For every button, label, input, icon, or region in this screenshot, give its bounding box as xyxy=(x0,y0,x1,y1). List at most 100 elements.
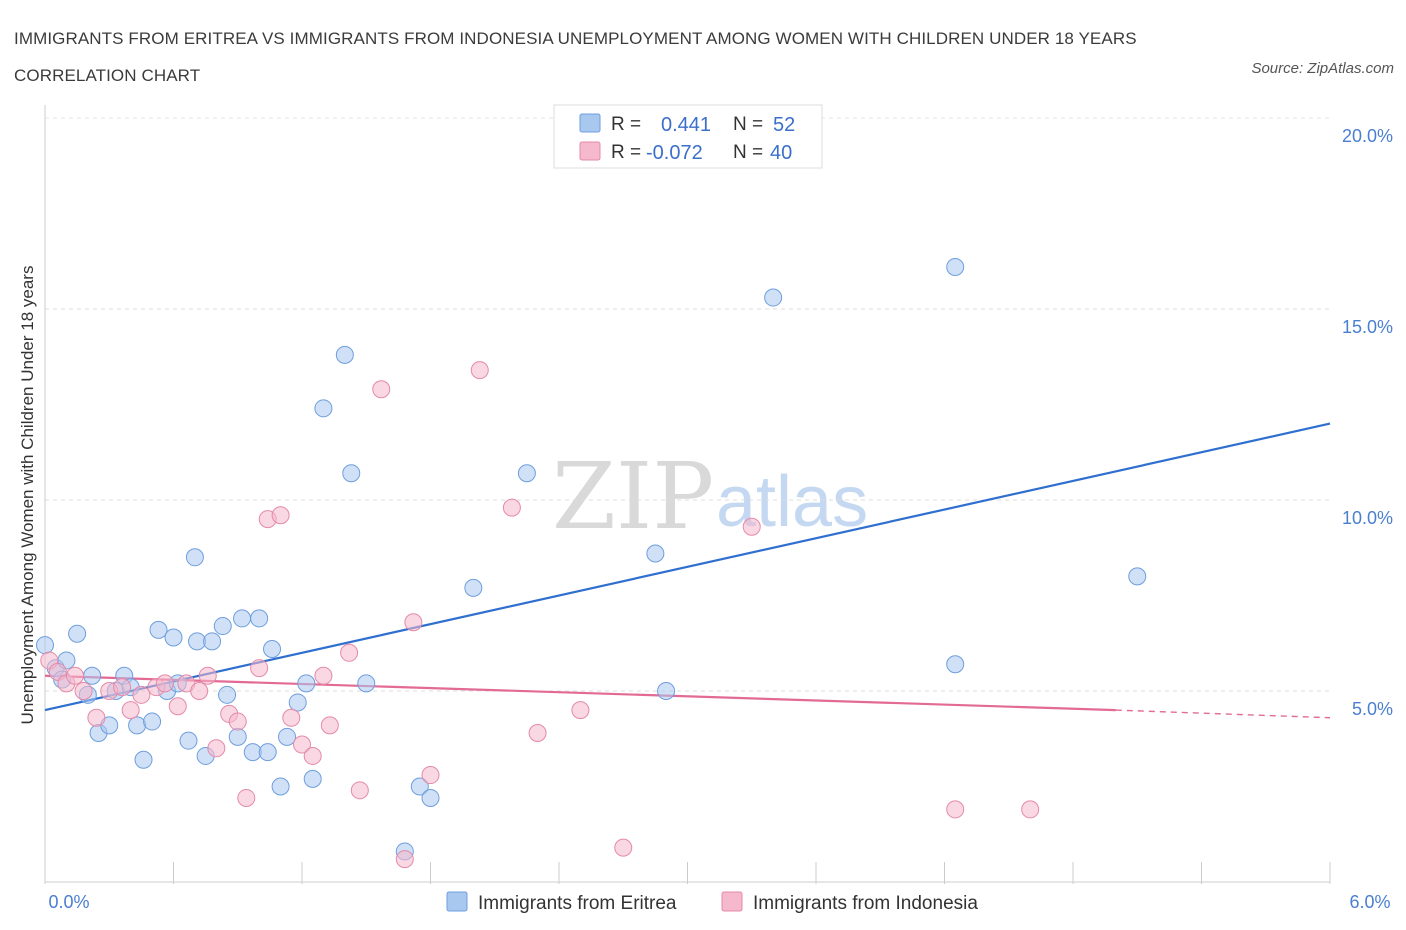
legend-swatch-indonesia xyxy=(579,141,601,161)
indonesia-point xyxy=(237,788,256,807)
indonesia-trend-extension xyxy=(1115,709,1331,719)
indonesia-point xyxy=(198,666,217,685)
grid-lines xyxy=(45,117,1330,692)
y-tick-label: 5.0% xyxy=(1352,699,1393,719)
eritrea-point xyxy=(36,636,54,655)
indonesia-point xyxy=(271,506,290,525)
eritrea-point xyxy=(946,655,965,674)
eritrea-point xyxy=(297,674,316,693)
watermark-atlas: atlas xyxy=(716,462,868,542)
legend-r-value-2: -0.072 xyxy=(646,142,703,164)
indonesia-point xyxy=(404,613,423,632)
indonesia-point xyxy=(87,708,106,727)
eritrea-point xyxy=(134,750,153,769)
indonesia-point xyxy=(395,850,414,869)
indonesia-point xyxy=(1021,800,1040,819)
indonesia-point xyxy=(314,666,333,685)
eritrea-point xyxy=(271,777,290,796)
legend-r-value-1: 0.441 xyxy=(661,114,711,136)
indonesia-point xyxy=(303,746,322,765)
eritrea-point xyxy=(464,578,483,597)
indonesia-point xyxy=(168,697,187,716)
eritrea-point xyxy=(342,464,361,483)
indonesia-point xyxy=(132,685,151,704)
eritrea-point xyxy=(188,632,207,651)
indonesia-point xyxy=(946,800,965,819)
eritrea-point xyxy=(164,628,183,647)
eritrea-point xyxy=(185,548,204,567)
eritrea-point xyxy=(233,609,252,628)
eritrea-point xyxy=(203,632,222,651)
indonesia-point xyxy=(155,674,174,693)
y-tick-label: 10.0% xyxy=(1342,508,1393,528)
indonesia-point xyxy=(65,666,84,685)
indonesia-point xyxy=(228,712,247,731)
eritrea-point xyxy=(288,693,307,712)
eritrea-point xyxy=(128,716,147,735)
indonesia-point xyxy=(320,716,339,735)
indonesia-point xyxy=(421,766,440,785)
legend-n-value-1: 52 xyxy=(773,114,795,136)
series-legend-swatch-eritrea xyxy=(446,891,468,912)
eritrea-point xyxy=(250,609,269,628)
eritrea-point xyxy=(143,712,162,731)
y-axis-label: Unemployment Among Women with Children U… xyxy=(18,266,37,725)
series-legend-swatch-indonesia xyxy=(721,891,743,912)
indonesia-point xyxy=(293,735,311,754)
legend-r-label-1: R = xyxy=(611,114,641,135)
eritrea-point xyxy=(218,685,237,704)
eritrea-point xyxy=(278,727,297,746)
indonesia-point xyxy=(470,361,489,380)
eritrea-point xyxy=(1128,567,1147,586)
eritrea-point xyxy=(213,617,232,636)
chart-title: IMMIGRANTS FROM ERITREA VS IMMIGRANTS FR… xyxy=(14,29,1137,85)
indonesia-point xyxy=(282,708,301,727)
source-label: Source: ZipAtlas.com xyxy=(1251,60,1394,77)
x-tick-label-end: 6.0% xyxy=(1349,892,1390,912)
eritrea-point xyxy=(228,727,247,746)
eritrea-point xyxy=(657,682,676,700)
eritrea-point xyxy=(357,674,376,693)
legend-swatch-eritrea xyxy=(579,113,601,133)
indonesia-point xyxy=(121,701,140,720)
watermark-zip: ZIP xyxy=(552,443,714,550)
indonesia-point xyxy=(350,781,369,800)
y-tick-label: 15.0% xyxy=(1342,317,1393,337)
legend-n-label-2: N = xyxy=(733,142,763,163)
eritrea-point xyxy=(764,288,783,307)
indonesia-point xyxy=(372,380,391,399)
series-legend: Immigrants from Eritrea Immigrants from … xyxy=(446,891,978,914)
eritrea-point xyxy=(421,788,440,807)
eritrea-point xyxy=(946,257,965,276)
axes: 5.0% 10.0% 15.0% 20.0% xyxy=(44,105,1393,884)
legend-n-value-2: 40 xyxy=(770,142,792,164)
indonesia-point xyxy=(528,724,547,743)
eritrea-point xyxy=(179,731,198,750)
series-legend-label-indonesia: Immigrants from Indonesia xyxy=(753,893,978,914)
data-points xyxy=(36,257,1147,869)
indonesia-point xyxy=(74,682,93,700)
indonesia-point xyxy=(571,701,590,720)
eritrea-point xyxy=(410,777,429,796)
eritrea-point xyxy=(243,743,262,762)
eritrea-point xyxy=(149,620,168,639)
indonesia-point xyxy=(113,678,132,697)
eritrea-point xyxy=(258,743,277,762)
eritrea-point xyxy=(517,464,536,483)
series-legend-label-eritrea: Immigrants from Eritrea xyxy=(478,893,677,914)
stats-legend: R = 0.441 N = 52 R = -0.072 N = 40 xyxy=(553,104,823,169)
legend-r-label-2: R = xyxy=(611,142,641,163)
eritrea-point xyxy=(303,769,322,788)
indonesia-point xyxy=(340,643,359,662)
eritrea-point xyxy=(263,639,282,658)
eritrea-point xyxy=(335,345,354,364)
eritrea-point xyxy=(68,624,87,643)
indonesia-point xyxy=(502,498,521,517)
x-tick-label-start: 0.0% xyxy=(48,892,89,912)
indonesia-point xyxy=(250,659,269,678)
indonesia-point xyxy=(614,838,633,857)
indonesia-point xyxy=(742,517,761,536)
indonesia-trend-line xyxy=(44,674,1116,712)
eritrea-point xyxy=(646,544,665,563)
